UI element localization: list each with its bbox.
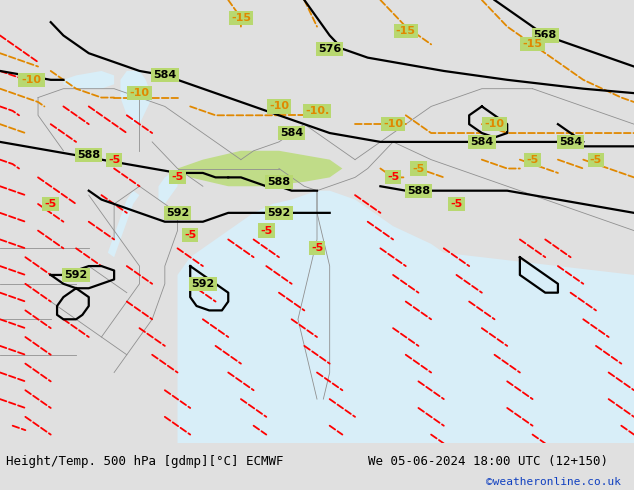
Polygon shape (158, 173, 178, 204)
Text: -5: -5 (108, 155, 120, 165)
Text: -5: -5 (311, 244, 323, 253)
Text: -5: -5 (387, 172, 399, 182)
Text: -15: -15 (396, 26, 416, 36)
Text: -5: -5 (171, 172, 184, 182)
Text: -5: -5 (450, 199, 463, 209)
Text: 584: 584 (280, 128, 303, 138)
Text: -10: -10 (22, 75, 42, 85)
Text: -5: -5 (44, 199, 57, 209)
Text: 584: 584 (470, 137, 493, 147)
Text: -10.: -10. (305, 106, 329, 116)
Text: -10: -10 (129, 88, 150, 98)
Text: 588: 588 (407, 186, 430, 196)
Text: 592: 592 (268, 208, 290, 218)
Polygon shape (63, 71, 114, 89)
Text: -10: -10 (269, 101, 289, 111)
Text: Height/Temp. 500 hPa [gdmp][°C] ECMWF: Height/Temp. 500 hPa [gdmp][°C] ECMWF (6, 455, 284, 467)
Text: -5: -5 (184, 230, 197, 240)
Text: -5: -5 (412, 164, 425, 173)
Text: -5: -5 (526, 155, 539, 165)
Text: 592: 592 (65, 270, 87, 280)
Polygon shape (120, 71, 152, 124)
Text: -10: -10 (484, 119, 505, 129)
Text: 584: 584 (559, 137, 582, 147)
Text: 568: 568 (534, 30, 557, 41)
Text: 592: 592 (191, 279, 214, 289)
Text: 576: 576 (20, 75, 43, 85)
Text: -5: -5 (590, 155, 602, 165)
Text: 588: 588 (77, 150, 100, 160)
Polygon shape (108, 191, 139, 257)
Text: ©weatheronline.co.uk: ©weatheronline.co.uk (486, 477, 621, 487)
Text: 584: 584 (153, 71, 176, 80)
Text: -5: -5 (260, 225, 273, 236)
Text: 588: 588 (268, 177, 290, 187)
Text: 576: 576 (318, 44, 341, 54)
Text: -15: -15 (231, 13, 251, 23)
Text: -15: -15 (522, 39, 543, 49)
Polygon shape (178, 151, 342, 186)
Polygon shape (178, 191, 634, 443)
Text: 592: 592 (166, 208, 189, 218)
Text: We 05-06-2024 18:00 UTC (12+150): We 05-06-2024 18:00 UTC (12+150) (368, 455, 608, 467)
Text: -10: -10 (383, 119, 403, 129)
